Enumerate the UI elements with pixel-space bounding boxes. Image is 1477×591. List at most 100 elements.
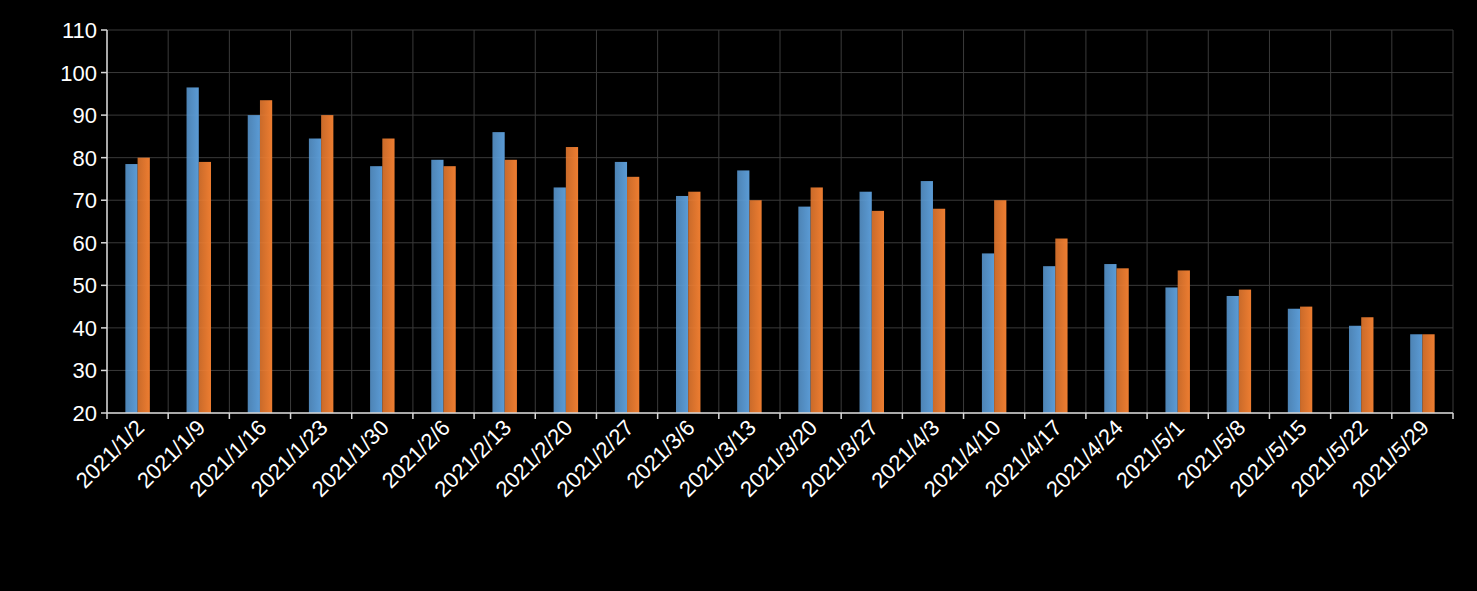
grid-line-vertical	[1269, 30, 1270, 413]
y-tick-label: 20	[73, 401, 97, 426]
bar	[370, 166, 382, 413]
grid-line-vertical	[1330, 30, 1331, 413]
y-tick	[101, 370, 107, 372]
y-tick	[101, 199, 107, 201]
grid-line-vertical	[229, 30, 230, 413]
background	[0, 0, 1477, 591]
bar	[1239, 290, 1251, 413]
grid-line-vertical	[1453, 30, 1454, 413]
y-tick-label: 40	[73, 316, 97, 341]
chart-container: 20304050607080901001102021/1/22021/1/920…	[0, 0, 1477, 591]
x-tick	[963, 413, 965, 419]
x-tick	[1208, 413, 1210, 419]
x-tick	[535, 413, 537, 419]
grid-line-vertical	[780, 30, 781, 413]
x-tick	[351, 413, 353, 419]
y-tick-label: 100	[60, 61, 97, 86]
y-tick-label: 50	[73, 273, 97, 298]
y-tick-label: 80	[73, 146, 97, 171]
x-tick-label: 2021/5/29	[1347, 415, 1434, 502]
grid-line-vertical	[657, 30, 658, 413]
x-tick	[412, 413, 414, 419]
y-tick-label: 70	[73, 188, 97, 213]
grid-line-vertical	[718, 30, 719, 413]
bar	[248, 115, 260, 413]
chart: 20304050607080901001102021/1/22021/1/920…	[0, 0, 1477, 591]
grid-line-vertical	[1085, 30, 1086, 413]
y-tick	[101, 242, 107, 244]
x-tick	[473, 413, 475, 419]
y-tick	[101, 412, 107, 414]
bar	[566, 147, 578, 413]
bar	[1104, 264, 1116, 413]
bar	[933, 209, 945, 413]
bar	[492, 132, 504, 413]
x-tick	[167, 413, 169, 419]
grid-line-vertical	[902, 30, 903, 413]
x-tick	[596, 413, 598, 419]
bar	[1165, 287, 1177, 413]
bar	[676, 196, 688, 413]
y-axis	[106, 30, 108, 413]
bar	[554, 187, 566, 413]
grid-line-vertical	[596, 30, 597, 413]
x-tick	[1269, 413, 1271, 419]
y-tick	[101, 114, 107, 116]
grid-line-vertical	[1024, 30, 1025, 413]
grid-line-vertical	[535, 30, 536, 413]
bar	[982, 253, 994, 413]
bar	[737, 170, 749, 413]
x-tick-label: 2021/4/24	[1041, 415, 1128, 502]
bar	[1227, 296, 1239, 413]
bar	[615, 162, 627, 413]
grid-line-vertical	[841, 30, 842, 413]
x-tick	[1391, 413, 1393, 419]
bar	[811, 187, 823, 413]
bar	[1422, 334, 1434, 413]
x-tick	[718, 413, 720, 419]
bar	[921, 181, 933, 413]
y-tick	[101, 327, 107, 329]
x-tick-label: 2021/2/27	[552, 415, 639, 502]
bars	[125, 87, 1434, 413]
y-tick-label: 90	[73, 103, 97, 128]
x-tick	[1330, 413, 1332, 419]
x-tick	[657, 413, 659, 419]
bar	[1300, 307, 1312, 413]
bar	[1349, 326, 1361, 413]
grid-line-vertical	[412, 30, 413, 413]
y-tick	[101, 285, 107, 287]
grid-line-vertical	[107, 30, 108, 413]
bar	[1361, 317, 1373, 413]
grid-line-vertical	[1208, 30, 1209, 413]
bar	[688, 192, 700, 413]
grid-line-vertical	[351, 30, 352, 413]
x-tick	[106, 413, 108, 419]
bar	[798, 207, 810, 413]
x-tick	[1452, 413, 1454, 419]
x-tick	[290, 413, 292, 419]
y-tick-label: 60	[73, 231, 97, 256]
bar	[1178, 270, 1190, 413]
x-tick	[779, 413, 781, 419]
bar	[138, 158, 150, 413]
bar	[994, 200, 1006, 413]
grid-line-vertical	[963, 30, 964, 413]
y-tick	[101, 29, 107, 31]
bar	[627, 177, 639, 413]
y-tick	[101, 72, 107, 74]
bar	[505, 160, 517, 413]
bar	[1117, 268, 1129, 413]
bar	[1043, 266, 1055, 413]
bar	[431, 160, 443, 413]
bar	[321, 115, 333, 413]
x-tick-label: 2021/1/30	[307, 415, 394, 502]
bar	[1055, 239, 1067, 413]
y-tick	[101, 157, 107, 159]
grid-line-vertical	[290, 30, 291, 413]
bar	[444, 166, 456, 413]
bar	[309, 139, 321, 413]
bar	[199, 162, 211, 413]
bar	[125, 164, 137, 413]
x-tick	[229, 413, 231, 419]
